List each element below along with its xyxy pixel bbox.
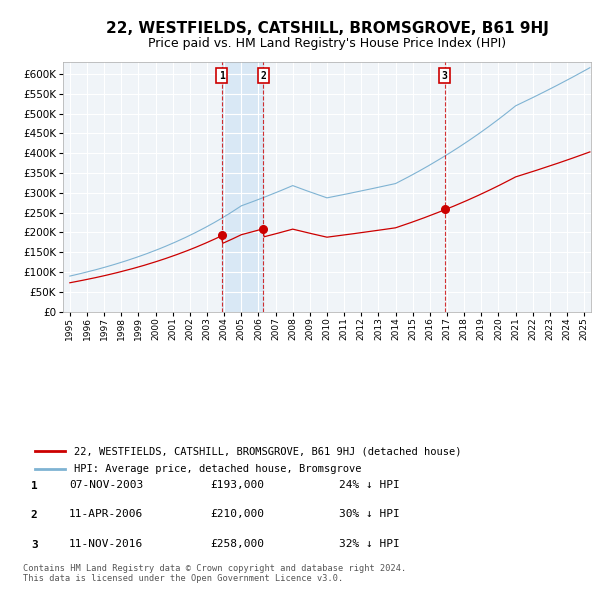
Text: 1: 1 bbox=[31, 481, 38, 491]
Text: £210,000: £210,000 bbox=[210, 510, 264, 519]
Text: £258,000: £258,000 bbox=[210, 539, 264, 549]
Text: 2: 2 bbox=[31, 510, 38, 520]
Text: 2: 2 bbox=[260, 71, 266, 81]
Text: 11-APR-2006: 11-APR-2006 bbox=[69, 510, 143, 519]
Text: 07-NOV-2003: 07-NOV-2003 bbox=[69, 480, 143, 490]
Text: 24% ↓ HPI: 24% ↓ HPI bbox=[339, 480, 400, 490]
Text: 32% ↓ HPI: 32% ↓ HPI bbox=[339, 539, 400, 549]
Text: Price paid vs. HM Land Registry's House Price Index (HPI): Price paid vs. HM Land Registry's House … bbox=[148, 37, 506, 50]
Text: Contains HM Land Registry data © Crown copyright and database right 2024.
This d: Contains HM Land Registry data © Crown c… bbox=[23, 563, 406, 583]
Text: 3: 3 bbox=[442, 71, 448, 81]
Text: 22, WESTFIELDS, CATSHILL, BROMSGROVE, B61 9HJ (detached house): 22, WESTFIELDS, CATSHILL, BROMSGROVE, B6… bbox=[74, 446, 461, 456]
Text: 30% ↓ HPI: 30% ↓ HPI bbox=[339, 510, 400, 519]
Text: 11-NOV-2016: 11-NOV-2016 bbox=[69, 539, 143, 549]
Text: £193,000: £193,000 bbox=[210, 480, 264, 490]
Text: 22, WESTFIELDS, CATSHILL, BROMSGROVE, B61 9HJ: 22, WESTFIELDS, CATSHILL, BROMSGROVE, B6… bbox=[106, 21, 548, 35]
Text: 3: 3 bbox=[31, 540, 38, 550]
Bar bbox=[221, 62, 263, 312]
Text: 1: 1 bbox=[218, 71, 224, 81]
Text: HPI: Average price, detached house, Bromsgrove: HPI: Average price, detached house, Brom… bbox=[74, 464, 361, 474]
